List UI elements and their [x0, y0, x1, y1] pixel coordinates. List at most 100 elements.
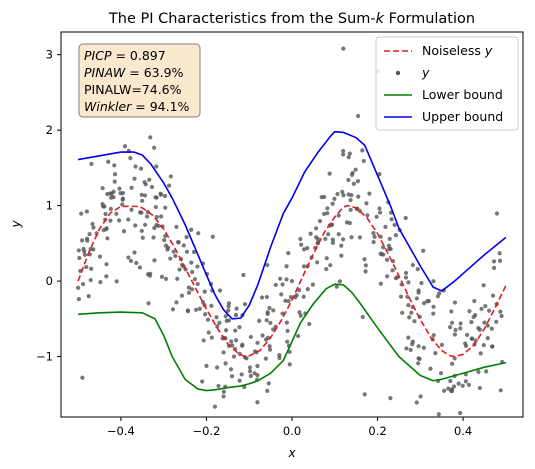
scatter-point	[332, 196, 337, 201]
scatter-point	[421, 345, 426, 350]
scatter-point	[456, 381, 461, 386]
scatter-point	[151, 235, 156, 240]
scatter-point	[431, 279, 436, 284]
scatter-point	[344, 220, 350, 225]
scatter-point	[163, 276, 169, 281]
scatter-point	[190, 269, 195, 275]
scatter-point	[330, 237, 335, 242]
scatter-point	[171, 249, 176, 254]
legend-label: Upper bound	[422, 109, 503, 124]
scatter-point	[284, 277, 289, 282]
scatter-point	[307, 321, 312, 327]
scatter-point	[201, 338, 206, 343]
scatter-point	[479, 306, 484, 311]
scatter-point	[223, 314, 228, 319]
scatter-point	[422, 301, 427, 306]
series-lines	[77, 130, 507, 392]
scatter-point	[327, 171, 332, 176]
scatter-point	[255, 363, 260, 369]
scatter-point	[448, 325, 453, 330]
scatter-point	[357, 235, 363, 240]
x-axis-label: x	[287, 446, 296, 460]
metrics-box-bg	[78, 43, 201, 118]
scatter-point	[217, 288, 223, 293]
scatter-point	[362, 257, 367, 262]
scatter-point	[296, 333, 301, 339]
scatter-point	[259, 295, 265, 300]
scatter-point	[317, 219, 323, 224]
scatter-point	[346, 177, 351, 183]
scatter-point	[122, 144, 128, 149]
scatter-point	[134, 260, 139, 266]
scatter-point	[206, 330, 211, 335]
scatter-point	[147, 177, 152, 182]
scatter-point	[416, 361, 421, 366]
scatter-point	[377, 210, 383, 215]
scatter-point	[166, 183, 172, 188]
scatter-point	[158, 191, 163, 196]
scatter-point	[310, 282, 315, 287]
scatter-point	[128, 258, 134, 264]
scatter-point	[377, 206, 382, 211]
scatter-point	[335, 191, 340, 197]
scatter-point	[117, 186, 122, 191]
scatter-point	[403, 215, 408, 221]
scatter-point	[173, 253, 178, 259]
scatter-point	[364, 201, 369, 206]
scatter-point	[202, 289, 207, 294]
legend-box	[375, 36, 519, 131]
scatter-point	[248, 373, 253, 379]
scatter-point	[183, 267, 188, 272]
scatter-point	[80, 238, 85, 243]
scatter-point	[139, 192, 144, 197]
scatter-point	[255, 400, 260, 405]
scatter-point	[76, 297, 81, 302]
scatter-point	[464, 332, 470, 338]
scatter-point	[234, 338, 239, 343]
scatter-point	[326, 232, 331, 237]
scatter-point	[334, 284, 339, 289]
scatter-point	[241, 272, 246, 278]
scatter-point	[279, 292, 284, 297]
scatter-point	[404, 346, 409, 351]
scatter-point	[348, 207, 353, 212]
scatter-point	[230, 343, 235, 348]
scatter-point	[400, 310, 405, 315]
scatter-point	[142, 222, 148, 227]
scatter-point	[90, 221, 95, 227]
scatter-point	[347, 151, 352, 156]
scatter-point	[129, 207, 134, 212]
scatter-point	[372, 234, 377, 239]
scatter-point	[374, 214, 379, 219]
scatter-point	[192, 277, 198, 282]
scatter-point	[229, 339, 234, 344]
scatter-point	[398, 294, 404, 299]
scatter-point	[431, 304, 436, 309]
scatter-point	[341, 193, 346, 198]
scatter-point	[385, 257, 390, 262]
scatter-point	[152, 258, 157, 263]
scatter-point	[365, 213, 370, 218]
scatter-point	[351, 181, 356, 186]
scatter-point	[393, 232, 398, 238]
scatter-point	[346, 155, 351, 160]
scatter-point	[472, 298, 477, 304]
scatter-point	[82, 249, 87, 254]
scatter-point	[419, 280, 424, 286]
scatter-point	[485, 336, 490, 341]
scatter-point	[195, 264, 200, 269]
scatter-point	[406, 303, 411, 308]
scatter-point	[467, 309, 472, 314]
metric-line: PINALW=74.6%	[84, 82, 182, 97]
scatter-point	[204, 363, 209, 368]
scatter-point	[498, 388, 503, 393]
scatter-point	[418, 394, 423, 399]
scatter-point	[431, 333, 436, 338]
scatter-point	[191, 249, 197, 255]
scatter-point	[212, 404, 218, 409]
scatter-point	[438, 371, 444, 376]
scatter-point	[263, 337, 269, 342]
scatter-point	[233, 312, 239, 318]
scatter-point	[286, 251, 291, 256]
scatter-point	[414, 296, 419, 301]
